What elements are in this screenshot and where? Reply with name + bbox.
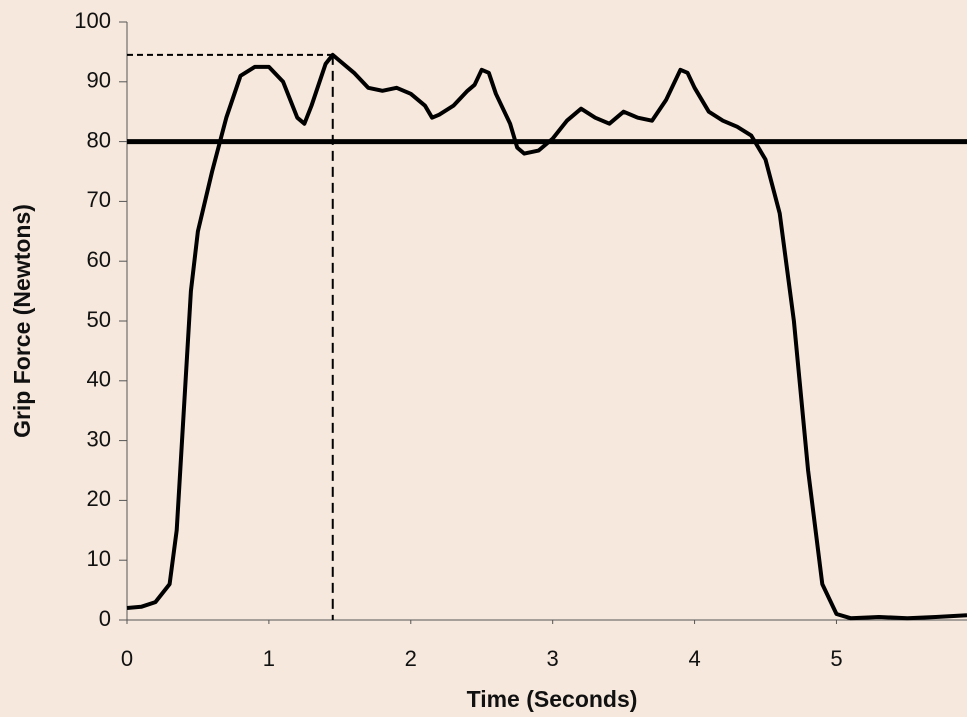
y-tick-label: 70	[87, 187, 111, 212]
x-tick-label: 5	[830, 646, 842, 671]
y-tick-label: 20	[87, 486, 111, 511]
x-tick-label: 2	[405, 646, 417, 671]
y-tick-label: 80	[87, 127, 111, 152]
y-tick-label: 90	[87, 68, 111, 93]
y-tick-label: 60	[87, 247, 111, 272]
x-tick-label: 1	[263, 646, 275, 671]
data-line	[126, 52, 967, 621]
y-tick-label: 0	[99, 606, 111, 631]
x-tick-label: 4	[688, 646, 700, 671]
y-tick-label: 50	[87, 307, 111, 332]
x-axis-title: Time (Seconds)	[467, 686, 638, 712]
y-tick-label: 100	[74, 8, 111, 33]
y-tick-label: 30	[87, 426, 111, 451]
y-tick-label: 40	[87, 367, 111, 392]
x-tick-label: 3	[547, 646, 559, 671]
y-tick-label: 10	[87, 546, 111, 571]
y-axis-title: Grip Force (Newtons)	[9, 204, 35, 438]
x-tick-label: 0	[121, 646, 133, 671]
